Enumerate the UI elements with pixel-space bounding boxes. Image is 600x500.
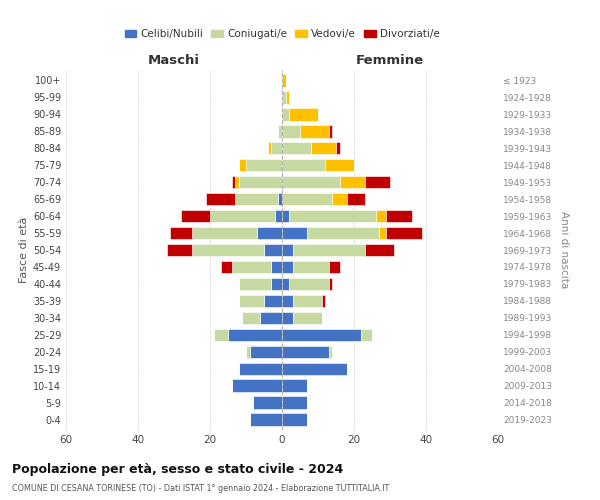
Bar	[275, 210, 282, 222]
Bar	[235, 176, 239, 188]
Bar	[332, 192, 347, 205]
Bar	[386, 210, 412, 222]
Bar	[268, 142, 271, 154]
Bar	[239, 278, 271, 290]
Y-axis label: Anni di nascita: Anni di nascita	[559, 212, 569, 288]
Bar	[322, 294, 325, 308]
Bar	[365, 176, 390, 188]
Bar	[282, 108, 289, 120]
Bar	[253, 396, 282, 409]
Bar	[239, 362, 282, 375]
Bar	[221, 260, 232, 274]
Bar	[289, 108, 318, 120]
Bar	[181, 210, 210, 222]
Bar	[282, 244, 293, 256]
Bar	[329, 346, 332, 358]
Legend: Celibi/Nubili, Coniugati/e, Vedovi/e, Divorziati/e: Celibi/Nubili, Coniugati/e, Vedovi/e, Di…	[121, 25, 443, 43]
Bar	[282, 260, 293, 274]
Bar	[235, 192, 278, 205]
Bar	[282, 125, 300, 138]
Bar	[347, 192, 365, 205]
Bar	[260, 312, 282, 324]
Bar	[242, 312, 260, 324]
Bar	[271, 260, 282, 274]
Bar	[210, 210, 275, 222]
Bar	[257, 226, 282, 239]
Bar	[386, 226, 422, 239]
Bar	[206, 192, 235, 205]
Bar	[232, 380, 282, 392]
Bar	[289, 210, 376, 222]
Bar	[379, 226, 386, 239]
Bar	[246, 158, 282, 172]
Text: Femmine: Femmine	[356, 54, 424, 68]
Bar	[361, 328, 372, 342]
Bar	[307, 226, 379, 239]
Text: COMUNE DI CESANA TORINESE (TO) - Dati ISTAT 1° gennaio 2024 - Elaborazione TUTTI: COMUNE DI CESANA TORINESE (TO) - Dati IS…	[12, 484, 389, 493]
Bar	[376, 210, 386, 222]
Bar	[282, 210, 289, 222]
Bar	[282, 176, 340, 188]
Bar	[228, 328, 282, 342]
Bar	[239, 176, 282, 188]
Bar	[232, 260, 271, 274]
Bar	[282, 362, 347, 375]
Text: Maschi: Maschi	[148, 54, 200, 68]
Bar	[282, 192, 332, 205]
Bar	[278, 192, 282, 205]
Bar	[293, 260, 329, 274]
Bar	[293, 294, 322, 308]
Bar	[282, 396, 307, 409]
Bar	[264, 244, 282, 256]
Bar	[192, 226, 257, 239]
Bar	[239, 158, 246, 172]
Bar	[282, 346, 329, 358]
Bar	[170, 226, 192, 239]
Bar	[300, 125, 329, 138]
Bar	[340, 176, 365, 188]
Bar	[282, 294, 293, 308]
Bar	[311, 142, 336, 154]
Bar	[271, 142, 282, 154]
Bar	[282, 226, 307, 239]
Bar	[282, 142, 311, 154]
Bar	[282, 278, 289, 290]
Bar	[336, 142, 340, 154]
Bar	[282, 158, 325, 172]
Bar	[278, 125, 282, 138]
Bar	[264, 294, 282, 308]
Bar	[329, 278, 332, 290]
Bar	[214, 328, 228, 342]
Bar	[329, 125, 332, 138]
Y-axis label: Fasce di età: Fasce di età	[19, 217, 29, 283]
Bar	[192, 244, 264, 256]
Bar	[286, 91, 289, 104]
Bar	[271, 278, 282, 290]
Bar	[232, 176, 235, 188]
Bar	[250, 414, 282, 426]
Bar	[239, 294, 264, 308]
Text: Popolazione per età, sesso e stato civile - 2024: Popolazione per età, sesso e stato civil…	[12, 462, 343, 475]
Bar	[282, 414, 307, 426]
Bar	[289, 278, 329, 290]
Bar	[282, 380, 307, 392]
Bar	[293, 312, 322, 324]
Bar	[282, 312, 293, 324]
Bar	[282, 74, 286, 86]
Bar	[250, 346, 282, 358]
Bar	[293, 244, 365, 256]
Bar	[167, 244, 192, 256]
Bar	[325, 158, 354, 172]
Bar	[282, 91, 286, 104]
Bar	[246, 346, 250, 358]
Bar	[329, 260, 340, 274]
Bar	[282, 328, 361, 342]
Bar	[365, 244, 394, 256]
